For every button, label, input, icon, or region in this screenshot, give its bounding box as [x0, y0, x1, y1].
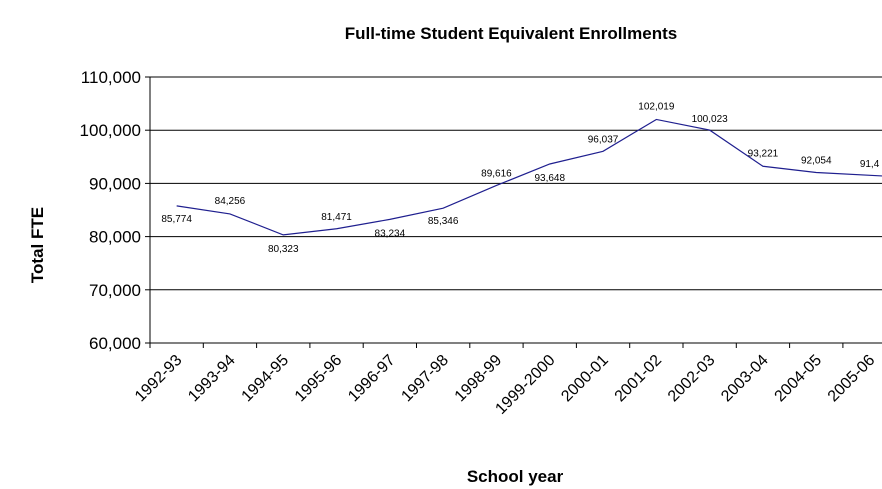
- data-label: 91,4: [860, 159, 880, 170]
- y-tick-label: 110,000: [81, 68, 141, 87]
- data-label: 85,346: [428, 216, 459, 227]
- data-label: 96,037: [588, 134, 619, 145]
- data-label: 93,648: [534, 173, 565, 184]
- data-label: 93,221: [748, 148, 779, 159]
- x-tick-label: 1998-99: [452, 352, 506, 406]
- data-labels: 85,774 84,256 80,323 81,471 83,234 85,346 89,6…: [161, 101, 879, 254]
- y-tick-label: 60,000: [89, 334, 141, 353]
- data-label: 85,774: [161, 214, 192, 225]
- data-label: 92,054: [801, 155, 832, 166]
- x-axis-title: School year: [467, 467, 564, 486]
- axes: [145, 76, 882, 348]
- chart-title: Full-time Student Equivalent Enrollments: [345, 24, 677, 43]
- x-tick-label: 2003-04: [718, 352, 772, 406]
- y-tick-label: 90,000: [89, 174, 141, 193]
- y-tick-label: 100,000: [80, 121, 141, 140]
- y-axis-title: Total FTE: [28, 207, 47, 283]
- data-label: 80,323: [268, 244, 299, 255]
- x-tick-label: 1994-95: [239, 352, 293, 406]
- series-line: [176, 118, 882, 236]
- x-tick-label: 1993-94: [185, 352, 239, 406]
- x-tick-label: 2000-01: [558, 352, 612, 406]
- x-tick-label: 1997-98: [398, 352, 452, 406]
- data-label: 89,616: [481, 168, 512, 179]
- data-label: 100,023: [692, 114, 729, 125]
- data-label: 81,471: [321, 212, 352, 223]
- x-tick-labels: 1992-93 1993-94 1994-95 1995-96 1996-97 1997-…: [132, 352, 879, 418]
- data-label: 83,234: [375, 228, 406, 239]
- gridlines: [150, 76, 882, 291]
- x-tick-label: 2004-05: [772, 352, 826, 406]
- y-tick-label: 80,000: [89, 228, 141, 247]
- x-tick-label: 2002-03: [665, 352, 719, 406]
- y-tick-label: 70,000: [89, 281, 141, 300]
- data-label: 84,256: [215, 196, 246, 207]
- x-tick-label: 1996-97: [345, 352, 399, 406]
- y-tick-labels: 60,000 70,000 80,000 90,000 100,000 110,000: [80, 68, 141, 353]
- x-tick-label: 2005-06: [825, 352, 879, 406]
- series-polyline: [176, 118, 882, 236]
- x-tick-label: 1992-93: [132, 352, 186, 406]
- data-label: 102,019: [638, 101, 675, 112]
- x-tick-label: 2001-02: [612, 352, 666, 406]
- x-tick-label: 1995-96: [292, 352, 346, 406]
